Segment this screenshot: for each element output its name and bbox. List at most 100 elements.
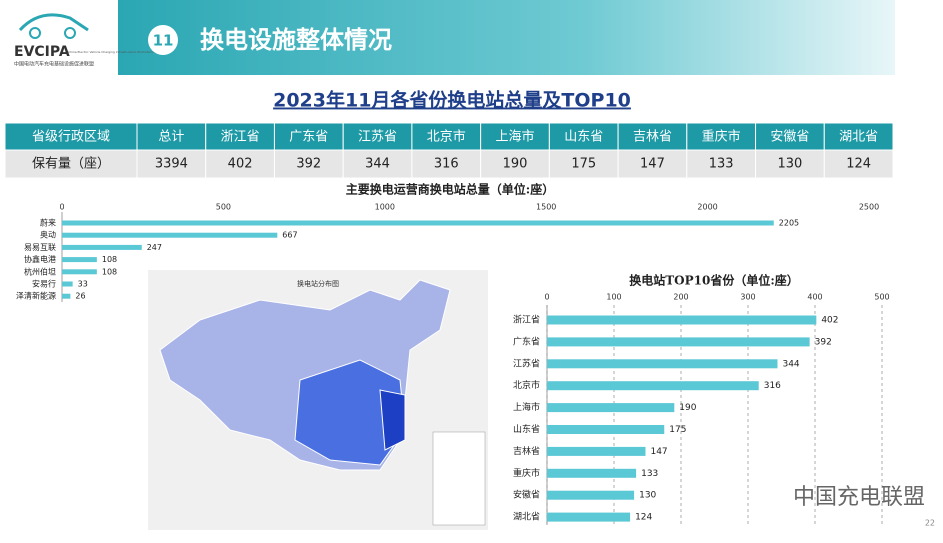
value-label: 316 xyxy=(764,381,781,391)
header-cell xyxy=(4,122,138,151)
category-label: 吉林省 xyxy=(513,445,540,457)
header-text: 山东省 xyxy=(564,130,603,145)
logo-subtitle: 中国电动汽车充电基础设施促进联盟 xyxy=(14,61,94,68)
header-text: 总计 xyxy=(158,130,184,145)
bar xyxy=(547,425,665,434)
value-label: 175 xyxy=(669,425,686,435)
value-label: 108 xyxy=(102,267,117,276)
bar xyxy=(62,269,97,275)
category-label: 湖北省 xyxy=(513,511,540,523)
value-label: 667 xyxy=(282,231,297,240)
header-text: 省级行政区域 xyxy=(32,130,110,145)
cell-text: 190 xyxy=(503,157,528,172)
value-label: 130 xyxy=(639,491,656,501)
header-band xyxy=(118,0,895,75)
logo-english: China Electric Vehicle Charging Infrastr… xyxy=(68,50,165,54)
category-label: 协鑫电港 xyxy=(24,254,56,264)
cell xyxy=(548,149,619,179)
cell-text: 392 xyxy=(296,157,321,172)
watermark: 中国充电联盟 xyxy=(793,485,925,510)
category-label: 上海市 xyxy=(513,401,540,413)
value-label: 2205 xyxy=(779,219,799,228)
header-text: 上海市 xyxy=(495,129,534,145)
cell-text: 3394 xyxy=(155,157,188,172)
value-label: 190 xyxy=(679,403,696,413)
x-tick-label: 200 xyxy=(673,293,688,302)
header-text: 湖北省 xyxy=(839,130,878,145)
chart-title: 换电站TOP10省份（单位:座） xyxy=(629,273,799,288)
header-cell xyxy=(548,122,619,151)
logo-icon xyxy=(18,13,89,32)
x-tick-label: 2500 xyxy=(859,203,879,212)
cell-text: 175 xyxy=(571,157,596,172)
map-inset xyxy=(432,431,486,526)
cell xyxy=(342,149,413,179)
cell-text: 133 xyxy=(709,157,734,172)
x-tick-label: 2000 xyxy=(697,203,717,212)
bar xyxy=(62,293,71,299)
cell xyxy=(480,149,550,179)
page-number: 22 xyxy=(925,519,935,528)
bar xyxy=(547,512,631,522)
map-region xyxy=(294,359,406,466)
bar xyxy=(547,403,675,413)
value-label: 26 xyxy=(75,292,85,301)
bar xyxy=(547,468,637,478)
cell-text: 344 xyxy=(365,157,390,172)
category-label: 江苏省 xyxy=(513,357,540,369)
cell xyxy=(755,149,825,179)
value-label: 33 xyxy=(78,280,88,289)
cell-text: 保有量（座） xyxy=(32,157,110,172)
logo-wheel xyxy=(29,27,41,39)
category-label: 安易行 xyxy=(32,279,56,289)
cell xyxy=(273,149,344,179)
bar xyxy=(547,490,635,500)
header-title: 换电设施整体情况 xyxy=(200,26,392,54)
cell-text: 130 xyxy=(777,157,802,172)
category-label: 蔚来 xyxy=(40,218,56,228)
header-text: 安徽省 xyxy=(770,130,809,145)
value-label: 133 xyxy=(641,469,658,479)
bar xyxy=(62,244,142,250)
header-text: 北京市 xyxy=(427,129,466,145)
x-tick-label: 0 xyxy=(544,293,549,302)
logo-text: EVCIPA xyxy=(14,44,70,60)
value-label: 402 xyxy=(821,316,838,326)
header-cell xyxy=(617,122,688,151)
map-region xyxy=(379,389,406,451)
x-tick-label: 500 xyxy=(874,293,889,302)
x-tick-label: 100 xyxy=(606,293,621,302)
bar xyxy=(547,381,759,391)
x-tick-label: 0 xyxy=(59,203,64,212)
value-label: 344 xyxy=(782,359,799,369)
cell-text: 402 xyxy=(228,157,253,172)
category-label: 泽清新能源 xyxy=(16,291,56,301)
cell xyxy=(411,149,482,179)
chart-provinces: 换电站TOP10省份（单位:座） 0 100 200 300 400 500 浙江省 402 广东… xyxy=(513,273,890,525)
header-text: 重庆市 xyxy=(702,129,741,145)
category-label: 广东省 xyxy=(513,335,540,347)
cell-text: 124 xyxy=(846,157,871,172)
category-label: 北京市 xyxy=(513,379,540,391)
cell-text: 147 xyxy=(640,157,665,172)
header-text: 浙江省 xyxy=(221,130,260,145)
x-tick-label: 400 xyxy=(807,293,822,302)
bar xyxy=(547,446,646,456)
header-text: 吉林省 xyxy=(633,130,672,145)
category-label: 浙江省 xyxy=(513,314,540,326)
badge-circle xyxy=(148,25,178,55)
category-label: 易易互联 xyxy=(24,243,56,252)
subtitle: 2023年11月各省份换电站总量及TOP10 xyxy=(273,89,631,112)
category-label: 杭州伯坦 xyxy=(24,266,56,276)
chart-title: 主要换电运营商换电站总量（单位:座） xyxy=(346,182,554,197)
logo-wheel xyxy=(64,27,76,39)
value-label: 247 xyxy=(147,243,162,252)
cell xyxy=(823,149,894,179)
cell xyxy=(686,149,757,179)
value-label: 392 xyxy=(815,337,832,347)
cell xyxy=(136,149,207,179)
bar xyxy=(62,281,73,287)
badge: 11 xyxy=(153,32,174,50)
bar xyxy=(62,232,278,238)
